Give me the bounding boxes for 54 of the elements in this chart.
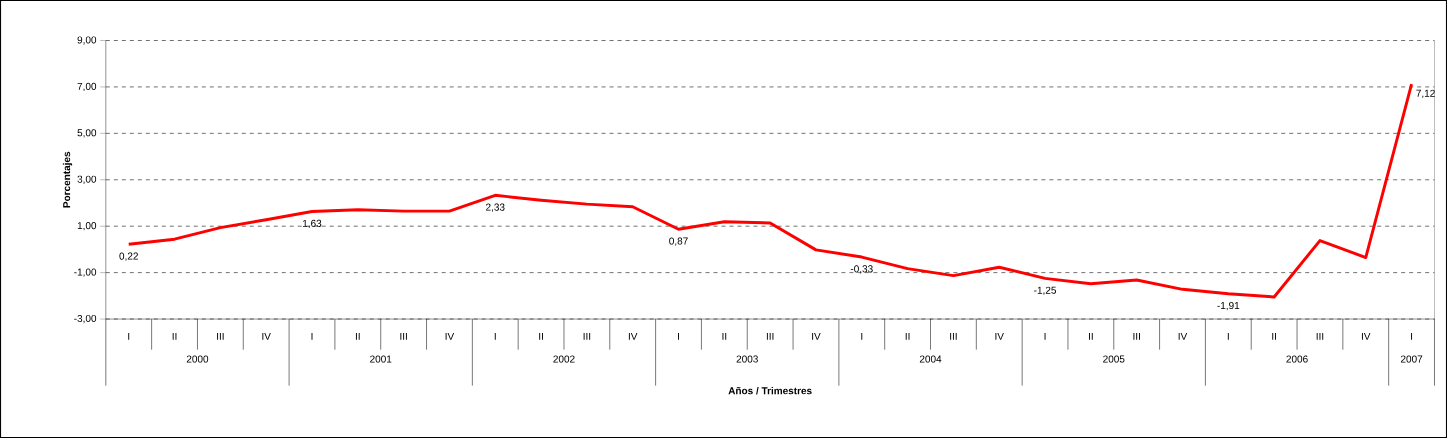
x-tick-label: I (1227, 332, 1229, 340)
y-tick-label: 7,00 (77, 82, 97, 91)
x-tick-label: III (217, 332, 224, 340)
x-tick-label: III (950, 332, 957, 340)
x-tick-label: II (1272, 332, 1276, 340)
text: 2003 (736, 355, 758, 363)
y-tick-label: 3,00 (77, 175, 97, 184)
x-tick-label: II (539, 332, 543, 340)
text: 2007 (1400, 355, 1423, 363)
y-tick-label: -3,00 (74, 314, 97, 324)
x-tick-label: I (861, 332, 863, 340)
x-tick-label: III (766, 332, 774, 340)
data-label: 0,87 (669, 237, 688, 246)
data-label: -1,91 (1217, 301, 1240, 311)
x-tick-label: III (400, 332, 407, 340)
data-label: 1,63 (303, 219, 322, 229)
y-axis-title: Porcentajes (62, 151, 73, 208)
x-tick-label: II (172, 332, 177, 340)
data-label: -1,25 (1034, 286, 1057, 295)
x-tick-label: I (311, 332, 313, 340)
x-tick-label: I (494, 332, 496, 340)
x-tick-label: IV (445, 332, 455, 340)
x-tick-label: IV (1361, 332, 1371, 340)
text: 2001 (370, 355, 392, 363)
text: 2000 (186, 355, 209, 363)
y-tick-label: -1,00 (74, 268, 97, 277)
x-tick-label: IV (995, 332, 1004, 340)
x-tick-label: III (583, 332, 591, 340)
x-tick-label: II (1089, 332, 1093, 340)
x-tick-label: IV (812, 332, 821, 340)
x-tick-label: I (1044, 332, 1046, 340)
x-tick-label: IV (262, 332, 271, 340)
x-tick-label: I (1411, 332, 1413, 340)
text: 2006 (1286, 355, 1308, 363)
x-tick-label: III (1133, 332, 1140, 340)
text: 2004 (919, 355, 942, 363)
data-label: 2,33 (486, 203, 505, 212)
x-tick-label: II (355, 332, 360, 340)
x-tick-label: III (1316, 332, 1324, 340)
y-tick-label: 9,00 (77, 36, 97, 45)
x-axis-title: Años / Trimestres (728, 386, 812, 395)
text: 2002 (553, 355, 575, 363)
y-tick-label: 1,00 (77, 221, 97, 231)
x-tick-label: IV (628, 332, 638, 340)
x-tick-label: I (128, 332, 130, 340)
x-tick-label: IV (1178, 332, 1188, 340)
text: 2005 (1103, 355, 1125, 363)
x-tick-label: I (678, 332, 679, 340)
data-label: 7,12 (1416, 89, 1435, 98)
x-tick-label: II (905, 332, 910, 340)
y-tick-label: 5,00 (77, 129, 97, 138)
data-label: -0,33 (850, 265, 873, 274)
data-label: 0,22 (119, 252, 138, 261)
x-tick-label: II (722, 332, 727, 340)
